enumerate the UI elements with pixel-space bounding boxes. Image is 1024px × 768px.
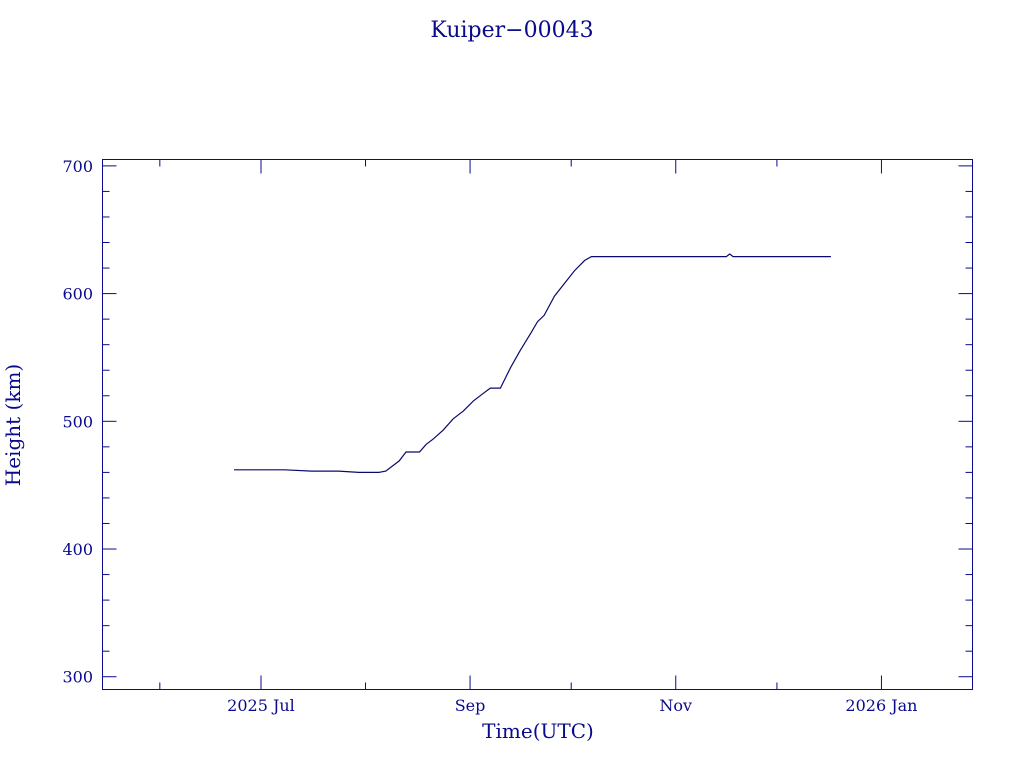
y-tick-label: 400: [62, 540, 93, 559]
x-axis-label: Time(UTC): [482, 719, 594, 743]
height-series-line: [234, 253, 831, 473]
plot-frame: [102, 159, 973, 690]
chart-title: Kuiper−00043: [430, 18, 593, 43]
y-axis: 300 400 500 600 700: [62, 157, 973, 687]
x-tick-label: Sep: [455, 696, 486, 715]
y-axis-label: Height (km): [1, 364, 25, 486]
x-tick-label: Nov: [659, 696, 692, 715]
plot-area: [234, 253, 831, 473]
y-tick-label: 500: [62, 412, 93, 431]
y-tick-label: 300: [62, 668, 93, 687]
x-tick-label: 2026 Jan: [845, 696, 917, 715]
y-tick-label: 700: [62, 157, 93, 176]
x-axis: 2025 Jul Sep Nov 2026 Jan: [159, 159, 917, 715]
x-tick-label: 2025 Jul: [227, 696, 295, 715]
y-tick-label: 600: [62, 285, 93, 304]
